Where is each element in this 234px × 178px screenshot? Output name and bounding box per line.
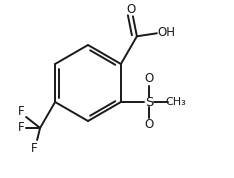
Text: O: O: [144, 119, 154, 132]
Text: F: F: [18, 121, 24, 135]
Text: O: O: [144, 72, 154, 85]
Text: O: O: [126, 3, 135, 16]
Text: OH: OH: [157, 26, 175, 39]
Text: F: F: [31, 142, 37, 155]
Text: F: F: [18, 106, 24, 119]
Text: S: S: [145, 96, 153, 109]
Text: CH₃: CH₃: [165, 97, 186, 107]
